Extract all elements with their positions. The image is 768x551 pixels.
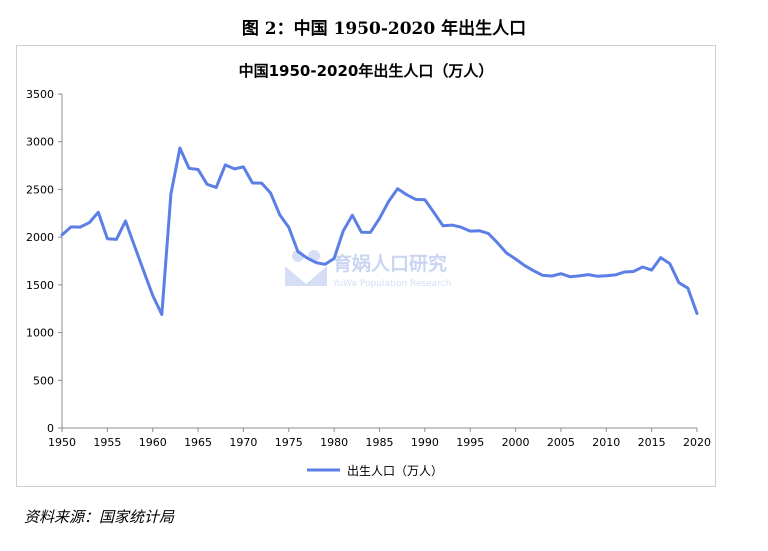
chart-title: 中国1950-2020年出生人口（万人） <box>239 62 494 80</box>
y-tick-label: 3500 <box>26 88 54 101</box>
x-tick-label: 1955 <box>93 436 121 449</box>
legend-label: 出生人口（万人） <box>347 464 443 478</box>
figure-title: 图 2：中国 1950-2020 年出生人口 <box>241 19 527 39</box>
x-tick-label: 2010 <box>592 436 620 449</box>
series-layer <box>60 146 699 316</box>
yuwa-logo-icon <box>285 250 327 286</box>
x-tick-label: 1995 <box>456 436 484 449</box>
x-tick-label: 2015 <box>638 436 666 449</box>
y-tick-label: 1000 <box>26 327 54 340</box>
x-tick-label: 1965 <box>184 436 212 449</box>
x-tick-label: 1980 <box>320 436 348 449</box>
watermark-name-en: YuWa Population Research <box>332 279 451 289</box>
x-tick-label: 1985 <box>366 436 394 449</box>
x-tick-label: 2020 <box>683 436 711 449</box>
y-tick-label: 2500 <box>26 183 54 196</box>
x-tick-label: 1950 <box>48 436 76 449</box>
y-tick-label: 0 <box>47 422 54 435</box>
series-line <box>60 146 699 316</box>
y-tick-label: 2000 <box>26 231 54 244</box>
x-tick-label: 2005 <box>547 436 575 449</box>
x-tick-label: 1975 <box>275 436 303 449</box>
legend: 出生人口（万人） <box>307 464 443 478</box>
y-axis: 0 500 1000 1500 2000 2500 3000 3500 <box>26 88 63 435</box>
x-axis: 1950 1955 1960 1965 1970 1975 1980 1985 1990 1995… <box>48 427 711 449</box>
x-tick-label: 1990 <box>411 436 439 449</box>
y-tick-label: 500 <box>33 374 54 387</box>
y-tick-label: 1500 <box>26 279 54 292</box>
source-note: 资料来源：国家统计局 <box>24 508 175 526</box>
watermark-name: 育娲人口研究 <box>333 252 447 275</box>
line-chart: 中国1950-2020年出生人口（万人） 育娲人口研究 YuWa Populat… <box>26 62 711 478</box>
x-tick-label: 1970 <box>229 436 257 449</box>
y-tick-label: 3000 <box>26 136 54 149</box>
watermark: 育娲人口研究 YuWa Population Research <box>285 250 451 289</box>
chart-panel: 中国1950-2020年出生人口（万人） 育娲人口研究 YuWa Populat… <box>16 45 716 487</box>
x-tick-label: 1960 <box>139 436 167 449</box>
x-tick-label: 2000 <box>502 436 530 449</box>
